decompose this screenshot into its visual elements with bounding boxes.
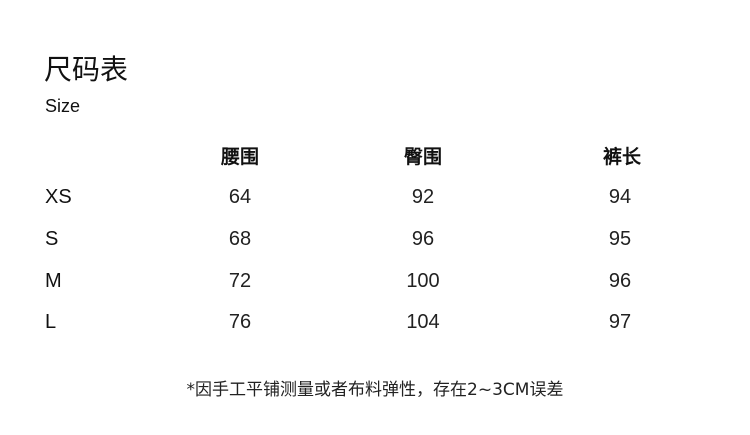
size-label: S bbox=[45, 228, 59, 250]
hip-value: 104 bbox=[406, 311, 440, 333]
hip-value: 92 bbox=[411, 186, 435, 208]
length-value: 94 bbox=[608, 186, 632, 208]
column-header-waist: 腰围 bbox=[220, 146, 260, 168]
waist-value: 76 bbox=[228, 311, 252, 333]
column-header-length: 裤长 bbox=[602, 146, 642, 168]
column-header-hip: 臀围 bbox=[403, 146, 443, 168]
page-title: 尺码表 bbox=[44, 53, 129, 86]
hip-value: 96 bbox=[411, 228, 435, 250]
waist-value: 72 bbox=[228, 270, 252, 292]
page-subtitle: Size bbox=[45, 96, 81, 116]
length-value: 97 bbox=[608, 311, 632, 333]
length-value: 95 bbox=[608, 228, 632, 250]
size-label: L bbox=[45, 311, 57, 333]
size-label: XS bbox=[45, 186, 72, 208]
length-value: 96 bbox=[608, 270, 632, 292]
measurement-note: *因手工平铺测量或者布料弹性，存在2~3CM误差 bbox=[186, 380, 564, 400]
waist-value: 64 bbox=[228, 186, 252, 208]
waist-value: 68 bbox=[228, 228, 252, 250]
hip-value: 100 bbox=[406, 270, 440, 292]
size-label: M bbox=[45, 270, 62, 292]
